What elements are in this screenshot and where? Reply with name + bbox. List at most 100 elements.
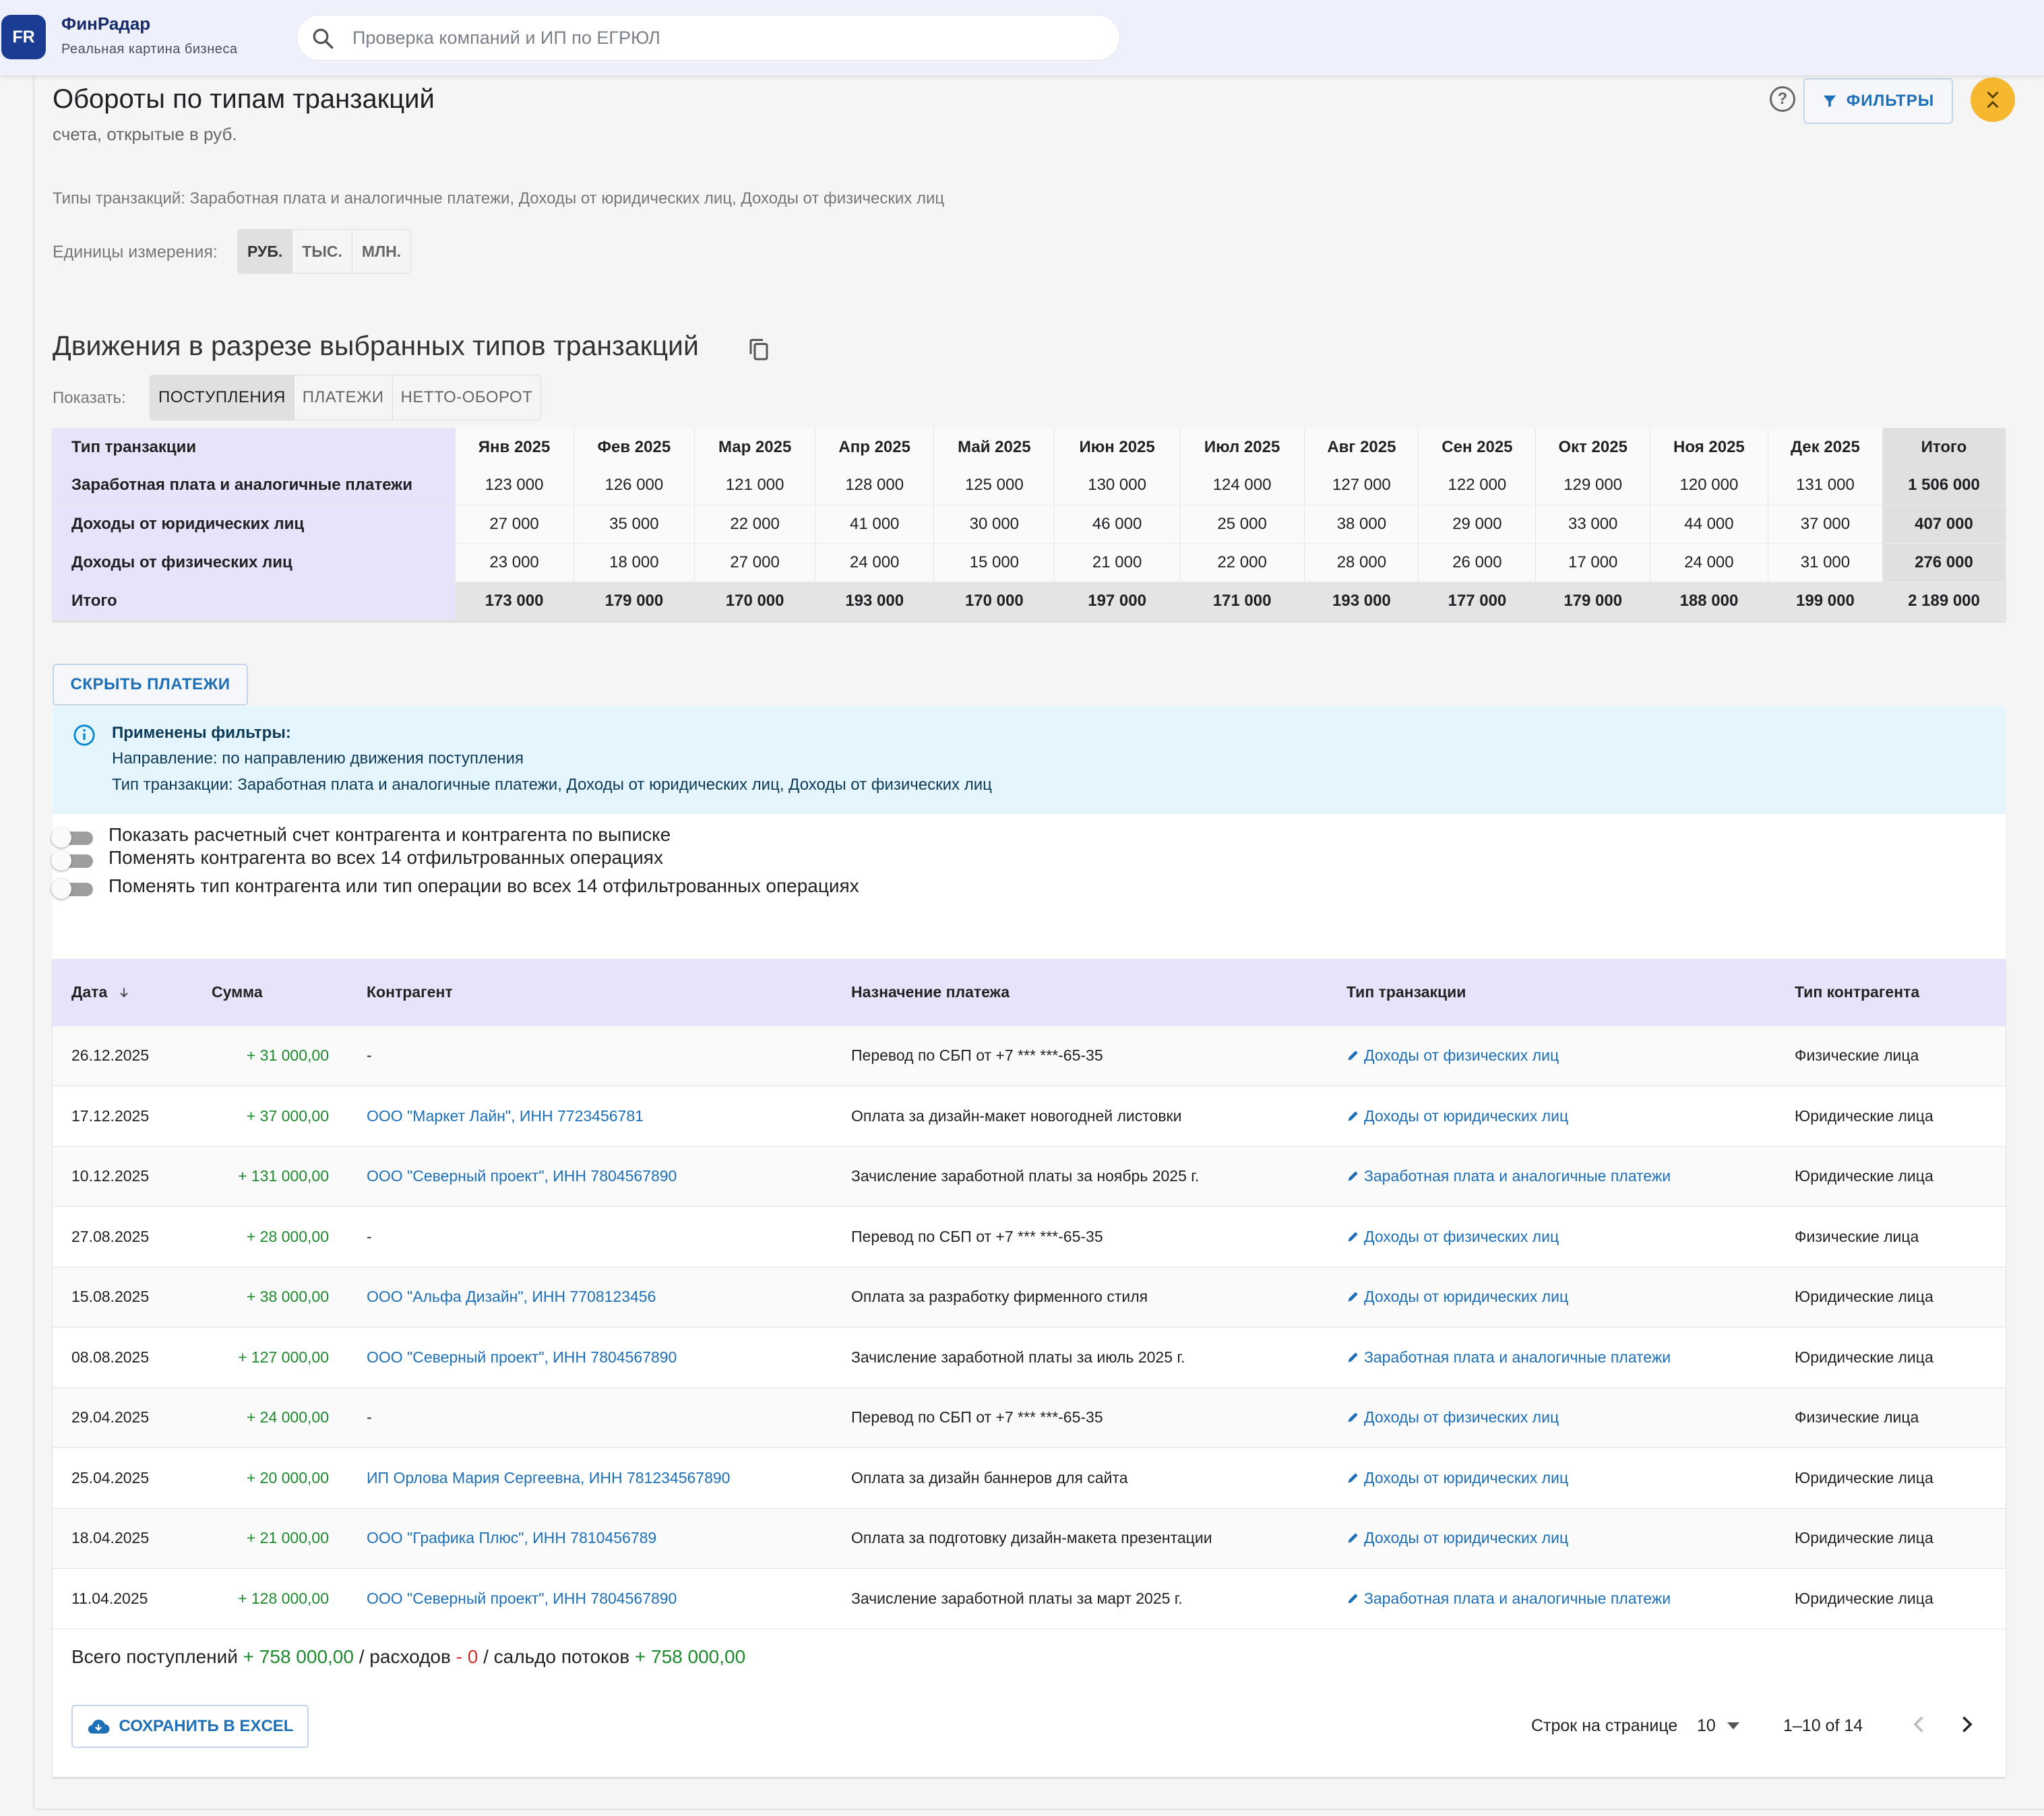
summary-table: Тип транзакции Янв 2025 Фев 2025 Мар 202… xyxy=(53,428,2006,621)
cell-sum: + 127 000,00 xyxy=(238,1348,329,1366)
table-row[interactable]: 17.12.2025 + 37 000,00 ООО "Маркет Лайн", … xyxy=(53,1087,2006,1147)
collapse-button[interactable] xyxy=(1971,77,2015,122)
prev-page-icon[interactable] xyxy=(1907,1712,1931,1736)
summary-cell: 193 000 xyxy=(815,582,935,621)
alert-title: Применены фильтры: xyxy=(112,724,291,742)
table-row[interactable]: 11.04.2025 + 128 000,00 ООО "Северный прое… xyxy=(53,1569,2006,1629)
tab-payments[interactable]: ПЛАТЕЖИ xyxy=(295,375,393,420)
totals-income: + 758 000,00 xyxy=(243,1646,354,1667)
transactions-table: Дата Сумма Контрагент Назначение платежа… xyxy=(53,959,2006,1777)
cell-type-link[interactable]: Заработная плата и аналогичные платежи xyxy=(1346,1167,1671,1185)
header-cp-type[interactable]: Тип контрагента xyxy=(1795,983,1920,1001)
cell-sum: + 131 000,00 xyxy=(238,1167,329,1185)
cell-type-link[interactable]: Заработная плата и аналогичные платежи xyxy=(1346,1590,1671,1608)
search-box xyxy=(297,15,1120,61)
cell-date: 27.08.2025 xyxy=(71,1227,150,1245)
summary-cell: 27 000 xyxy=(694,543,816,582)
table-row[interactable]: 25.04.2025 + 20 000,00 ИП Орлова Мария Сер… xyxy=(53,1449,2006,1509)
cell-purpose: Перевод по СБП от +7 *** ***-65-35 xyxy=(851,1408,1103,1426)
cell-counterparty[interactable]: ООО "Альфа Дизайн", ИНН 7708123456 xyxy=(367,1288,656,1305)
table-row[interactable]: 18.04.2025 + 21 000,00 ООО "Графика Плюс",… xyxy=(53,1509,2006,1569)
cell-counterparty[interactable]: ООО "Графика Плюс", ИНН 7810456789 xyxy=(367,1529,657,1546)
applied-filters-alert: Применены фильтры: Направление: по напра… xyxy=(53,706,2006,814)
summary-cell: 33 000 xyxy=(1535,505,1650,544)
hide-payments-button[interactable]: СКРЫТЬ ПЛАТЕЖИ xyxy=(53,664,248,706)
totals-saldo-label: / сальдо потоков xyxy=(483,1646,630,1667)
cell-type-link[interactable]: Заработная плата и аналогичные платежи xyxy=(1346,1348,1671,1367)
summary-cell: 121 000 xyxy=(694,466,816,505)
header-counterparty[interactable]: Контрагент xyxy=(367,983,453,1001)
option-show-account: Показать расчетный счет контрагента и ко… xyxy=(109,824,671,845)
copy-icon[interactable] xyxy=(747,336,771,363)
cell-counterparty: - xyxy=(367,1046,372,1064)
cell-cp-type: Физические лица xyxy=(1795,1046,1919,1064)
summary-cell: 35 000 xyxy=(574,505,695,544)
summary-cell: 170 000 xyxy=(694,582,816,621)
cell-counterparty[interactable]: ООО "Северный проект", ИНН 7804567890 xyxy=(367,1167,677,1185)
unit-rub[interactable]: РУБ. xyxy=(238,230,293,273)
table-row[interactable]: 10.12.2025 + 131 000,00 ООО "Северный прое… xyxy=(53,1147,2006,1207)
units-label: Единицы измерения: xyxy=(53,243,218,261)
search-input[interactable] xyxy=(351,21,1092,55)
toggle-change-type[interactable] xyxy=(51,879,96,899)
cell-type-link[interactable]: Доходы от юридических лиц xyxy=(1346,1288,1568,1306)
rows-per-page-select[interactable]: 10 xyxy=(1697,1716,1739,1736)
cell-purpose: Перевод по СБП от +7 *** ***-65-35 xyxy=(851,1046,1103,1064)
table-row[interactable]: 26.12.2025 + 31 000,00 - Перевод по СБП от … xyxy=(53,1026,2006,1086)
cell-date: 11.04.2025 xyxy=(71,1589,148,1607)
next-page-icon[interactable] xyxy=(1954,1712,1979,1736)
totals-income-label: Всего поступлений xyxy=(71,1646,238,1667)
summary-cell: 24 000 xyxy=(1650,543,1768,582)
cell-counterparty[interactable]: ИП Орлова Мария Сергеевна, ИНН 781234567… xyxy=(367,1468,731,1486)
rows-per-page-label: Строк на странице xyxy=(1531,1716,1678,1735)
edit-icon xyxy=(1348,1352,1358,1362)
logo[interactable]: FR xyxy=(1,15,46,59)
cell-type-link[interactable]: Доходы от юридических лиц xyxy=(1346,1107,1568,1125)
edit-icon xyxy=(1348,1472,1358,1482)
table-row[interactable]: 15.08.2025 + 38 000,00 ООО "Альфа Дизайн",… xyxy=(53,1267,2006,1327)
table-row[interactable]: 27.08.2025 + 28 000,00 - Перевод по СБП от … xyxy=(53,1208,2006,1267)
alert-types: Тип транзакции: Заработная плата и анало… xyxy=(112,776,992,794)
cell-counterparty[interactable]: ООО "Северный проект", ИНН 7804567890 xyxy=(367,1589,677,1607)
toggle-change-counterparty[interactable] xyxy=(51,850,96,871)
cell-type-link[interactable]: Доходы от юридических лиц xyxy=(1346,1469,1568,1487)
tab-net[interactable]: НЕТТО-ОБОРОТ xyxy=(400,388,533,406)
header-sum[interactable]: Сумма xyxy=(212,983,263,1001)
unit-thousand[interactable]: ТЫС. xyxy=(292,230,352,273)
cell-sum: + 31 000,00 xyxy=(246,1046,329,1064)
summary-row: Заработная плата и аналогичные платежи 12… xyxy=(53,466,2006,505)
brand-name: ФинРадар xyxy=(61,13,151,34)
summary-cell: 27 000 xyxy=(455,505,574,544)
help-icon[interactable]: ? xyxy=(1770,86,1795,112)
page-subtitle: счета, открытые в руб. xyxy=(53,124,237,144)
summary-header-row: Тип транзакции Янв 2025 Фев 2025 Мар 202… xyxy=(53,428,2006,466)
cell-type-link[interactable]: Доходы от физических лиц xyxy=(1346,1408,1559,1427)
tab-income[interactable]: ПОСТУПЛЕНИЯ xyxy=(150,375,295,420)
cell-counterparty[interactable]: ООО "Маркет Лайн", ИНН 7723456781 xyxy=(367,1106,644,1125)
summary-cell: 18 000 xyxy=(574,543,695,582)
cell-type-link[interactable]: Доходы от физических лиц xyxy=(1346,1046,1559,1065)
table-row[interactable]: 08.08.2025 + 127 000,00 ООО "Северный прое… xyxy=(53,1328,2006,1388)
cell-counterparty: - xyxy=(367,1227,372,1245)
summary-cell: 31 000 xyxy=(1768,543,1884,582)
summary-cell: 23 000 xyxy=(455,543,574,582)
filters-button[interactable]: ФИЛЬТРЫ xyxy=(1803,78,1953,124)
cell-counterparty[interactable]: ООО "Северный проект", ИНН 7804567890 xyxy=(367,1348,677,1366)
cell-type-link[interactable]: Доходы от юридических лиц xyxy=(1346,1529,1568,1547)
info-icon xyxy=(73,724,95,746)
cell-sum: + 21 000,00 xyxy=(246,1529,329,1546)
toggle-show-account[interactable] xyxy=(51,827,96,848)
cell-cp-type: Юридические лица xyxy=(1795,1167,1933,1185)
options-panel: Показать расчетный счет контрагента и ко… xyxy=(51,814,2006,959)
section-title: Движения в разрезе выбранных типов транз… xyxy=(53,330,699,361)
table-row[interactable]: 29.04.2025 + 24 000,00 - Перевод по СБП от … xyxy=(53,1388,2006,1448)
totals-line: Всего поступлений + 758 000,00 / расходо… xyxy=(71,1646,745,1668)
cell-type-link[interactable]: Доходы от физических лиц xyxy=(1346,1228,1559,1246)
summary-header-cell: Авг 2025 xyxy=(1304,428,1419,466)
header-date[interactable]: Дата xyxy=(71,983,131,1001)
header-purpose[interactable]: Назначение платежа xyxy=(851,983,1010,1001)
save-excel-button[interactable]: СОХРАНИТЬ В EXCEL xyxy=(71,1705,309,1748)
header-type[interactable]: Тип транзакции xyxy=(1346,983,1466,1001)
unit-million[interactable]: МЛН. xyxy=(361,242,402,260)
summary-row: Доходы от юридических лиц 27 000 35 000 22 … xyxy=(53,505,2006,544)
